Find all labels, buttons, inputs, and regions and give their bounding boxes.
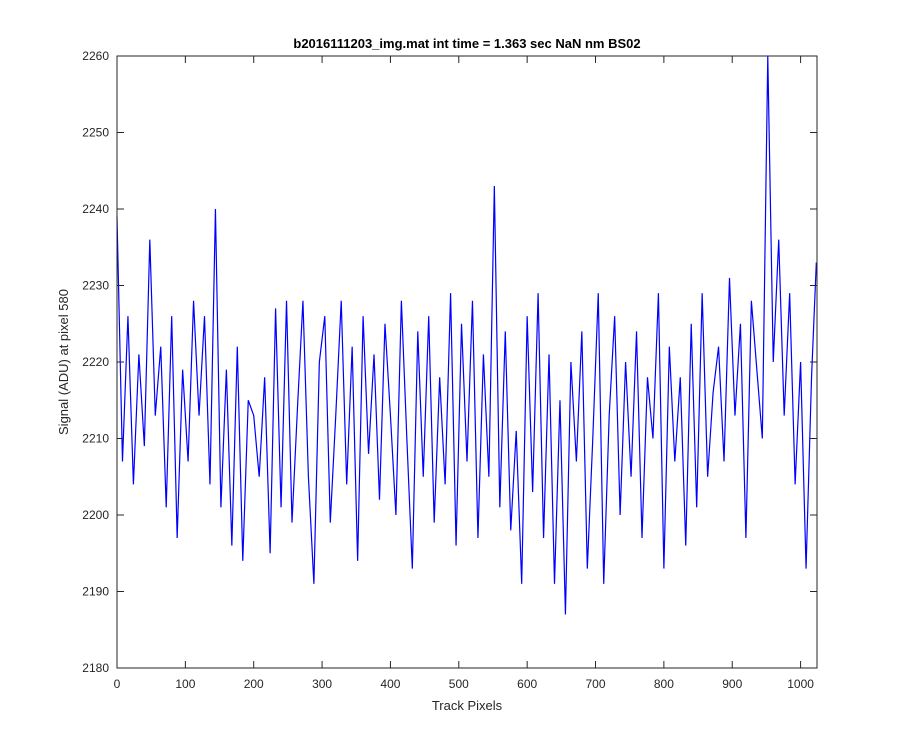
y-tick-label: 2190: [82, 585, 109, 599]
y-tick-label: 2260: [82, 49, 109, 63]
y-tick-label: 2200: [82, 508, 109, 522]
x-tick-label: 400: [380, 677, 400, 691]
x-tick-label: 0: [114, 677, 121, 691]
chart-title: b2016111203_img.mat int time = 1.363 sec…: [293, 36, 640, 51]
series-layer: [116, 55, 817, 615]
x-tick-label: 500: [449, 677, 469, 691]
y-tick-label: 2230: [82, 279, 109, 293]
x-tick-label: 900: [722, 677, 742, 691]
plot-background: [117, 56, 817, 668]
y-axis-title: Signal (ADU) at pixel 580: [56, 289, 71, 435]
y-tick-label: 2240: [82, 202, 109, 216]
y-tick-label: 2180: [82, 661, 109, 675]
y-tick-label: 2210: [82, 432, 109, 446]
series-line-1: [116, 55, 817, 615]
x-tick-label: 800: [654, 677, 674, 691]
y-tick-label: 2220: [82, 355, 109, 369]
x-tick-label: 200: [244, 677, 264, 691]
y-tick-label: 2250: [82, 126, 109, 140]
tick-layer: 0 100 200 300 400 500 600 700 800 900 1000 2180 2190…: [82, 49, 817, 691]
x-tick-label: 300: [312, 677, 332, 691]
x-tick-label: 1000: [787, 677, 814, 691]
x-tick-label: 600: [517, 677, 537, 691]
x-tick-label: 100: [175, 677, 195, 691]
x-axis-title: Track Pixels: [432, 698, 503, 713]
x-tick-label: 700: [586, 677, 606, 691]
